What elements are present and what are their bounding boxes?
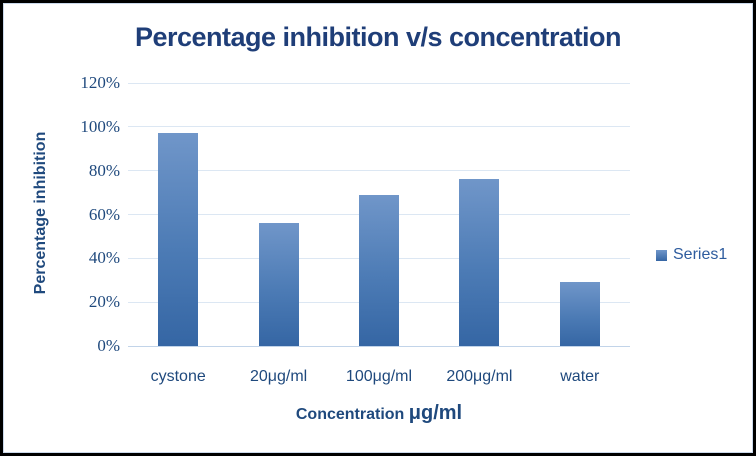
y-tick-label: 100% xyxy=(80,116,120,136)
x-axis-title-main: Concentration xyxy=(295,406,405,423)
x-tick-label: cystone xyxy=(150,368,206,385)
chart-border xyxy=(3,3,753,453)
y-tick-label: 80% xyxy=(88,160,120,180)
bar-100μg/ml xyxy=(359,194,399,346)
plot-area xyxy=(128,82,630,347)
x-axis-line xyxy=(128,345,630,347)
bar-20μg/ml xyxy=(258,223,299,346)
y-tick-label: 0% xyxy=(97,336,120,355)
x-tick-label: 200μg/ml xyxy=(446,368,513,385)
bar-water xyxy=(559,282,600,346)
x-tick-label: water xyxy=(560,368,600,385)
legend-marker-icon xyxy=(656,249,667,261)
y-tick-label: 60% xyxy=(88,204,120,224)
x-axis-title: Concentration μg/ml xyxy=(128,402,630,425)
bar-200μg/ml xyxy=(459,179,500,346)
y-tick-label: 40% xyxy=(88,248,120,268)
gridline xyxy=(128,170,630,172)
y-tick-label: 20% xyxy=(88,292,120,312)
chart-title: Percentage inhibition v/s concentration xyxy=(134,22,622,52)
gridline xyxy=(128,126,630,128)
gridline xyxy=(128,82,630,84)
legend-label: Series1 xyxy=(673,246,728,263)
legend: Series1 xyxy=(656,246,727,264)
x-tick-label: 100μg/ml xyxy=(345,368,413,385)
bar-cystone xyxy=(158,133,199,346)
x-tick-label: 20μg/ml xyxy=(249,368,308,385)
y-tick-label: 120% xyxy=(80,73,120,92)
x-axis-title-unit: μg/ml xyxy=(408,402,463,424)
